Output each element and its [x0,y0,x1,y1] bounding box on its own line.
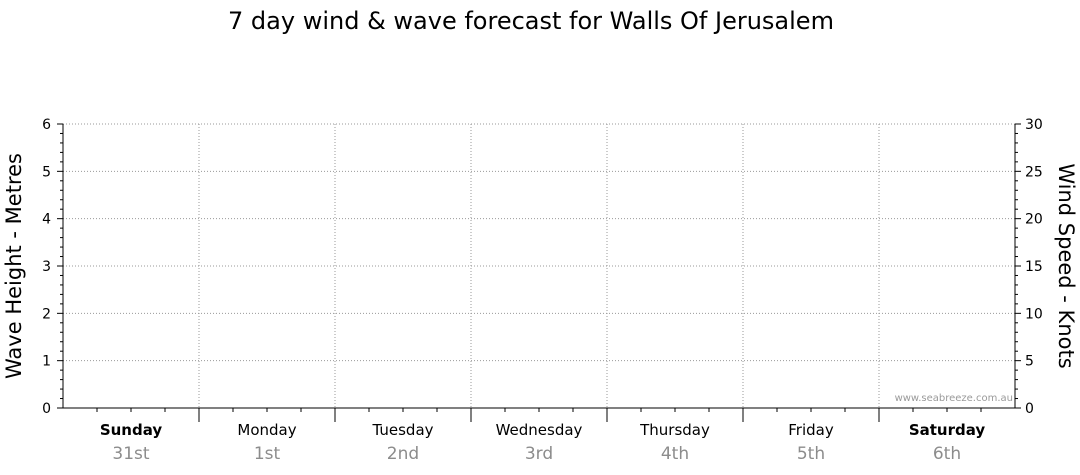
right-axis-title: Wind Speed - Knots [1054,163,1078,368]
axes: 0 1 2 3 4 5 6 0 5 10 15 20 25 30 [42,117,1043,422]
right-tick-label: 30 [1025,117,1043,133]
right-tick-label: 10 [1025,306,1043,322]
right-tick-label: 20 [1025,212,1043,228]
day-name-label: Tuesday [371,421,433,439]
left-tick-label: 4 [42,212,51,228]
right-tick-label: 15 [1025,259,1043,275]
day-date-label: 2nd [387,444,419,464]
day-date-label: 31st [112,444,149,464]
day-date-label: 6th [933,444,961,464]
right-tick-label: 0 [1025,401,1034,417]
right-tick-label: 5 [1025,354,1034,370]
left-tick-label: 0 [42,401,51,417]
day-name-label: Friday [788,421,834,439]
left-tick-label: 6 [42,117,51,133]
left-axis-title: Wave Height - Metres [2,153,26,379]
right-tick-label: 25 [1025,164,1043,180]
day-date-label: 5th [797,444,825,464]
grid [63,123,1015,408]
day-name-label: Sunday [100,421,163,439]
day-name-label: Monday [237,421,296,439]
day-name-label: Thursday [639,421,710,439]
day-date-label: 1st [254,444,281,464]
day-name-label: Wednesday [496,421,583,439]
left-tick-label: 2 [42,306,51,322]
chart-title: 7 day wind & wave forecast for Walls Of … [228,7,834,35]
left-tick-label: 1 [42,354,51,370]
left-tick-label: 3 [42,259,51,275]
watermark: www.seabreeze.com.au [895,393,1013,404]
day-date-label: 4th [661,444,689,464]
day-name-label: Saturday [909,421,986,439]
day-date-label: 3rd [525,444,553,464]
left-tick-label: 5 [42,164,51,180]
x-axis-labels: Sunday 31st Monday 1st Tuesday 2nd Wednesday 3r… [100,421,986,464]
